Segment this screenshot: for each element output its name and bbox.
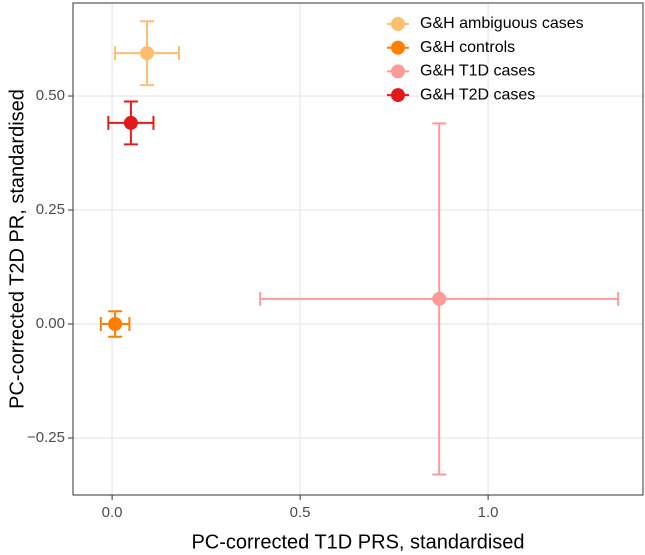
x-tick-label: 0.0: [102, 504, 123, 521]
legend-key: [391, 64, 405, 79]
y-tick-label: 0.50: [36, 87, 65, 104]
legend-key: [391, 88, 405, 103]
y-tick-label: −0.25: [27, 429, 65, 446]
legend-label: G&H T1D cases: [420, 63, 535, 80]
x-tick-label: 1.0: [478, 504, 499, 521]
plot-border: [72, 2, 644, 496]
legend-label: G&H controls: [420, 39, 515, 56]
y-axis-label: PC-corrected T2D PR, standardised: [6, 89, 28, 409]
y-tick-label: 0.25: [36, 201, 65, 218]
legend-label: G&H ambiguous cases: [420, 15, 584, 32]
legend-key: [391, 40, 405, 55]
point: [140, 46, 155, 61]
x-tick-label: 0.5: [290, 504, 311, 521]
x-axis-label: PC-corrected T1D PRS, standardised: [191, 531, 524, 553]
y-tick-label: 0.00: [36, 315, 65, 332]
legend-label: G&H T2D cases: [420, 86, 535, 103]
point: [108, 317, 123, 332]
legend-key: [391, 17, 405, 31]
point: [432, 291, 447, 306]
point: [123, 115, 138, 130]
